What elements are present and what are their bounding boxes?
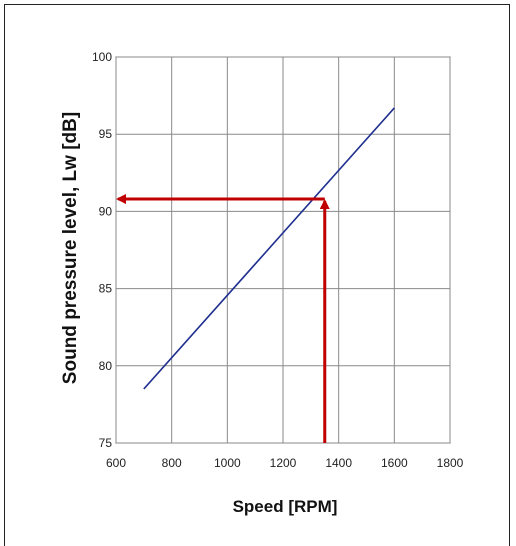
figure-frame [4, 4, 510, 546]
y-axis-label: Sound pressure level, Lw [dB] [60, 112, 81, 384]
tick-labels: 600 800 1000 1200 1400 1600 1800 75 80 85 90 95 100 [92, 50, 464, 470]
x-tick-label: 1200 [270, 456, 297, 470]
y-tick-label: 100 [92, 50, 112, 64]
x-axis-label: Speed [RPM] [233, 497, 338, 516]
grid [115, 56, 451, 444]
x-tick-label: 1400 [325, 456, 352, 470]
y-tick-label: 75 [99, 436, 113, 450]
annotation-layer [116, 194, 330, 443]
series-line [143, 107, 395, 390]
y-tick-label: 95 [99, 127, 113, 141]
y-tick-label: 80 [99, 359, 113, 373]
x-tick-label: 800 [162, 456, 182, 470]
x-tick-label: 600 [106, 456, 126, 470]
x-tick-label: 1000 [214, 456, 241, 470]
x-tick-label: 1800 [437, 456, 464, 470]
series-layer [143, 107, 395, 390]
x-tick-label: 1600 [381, 456, 408, 470]
y-tick-label: 85 [99, 282, 113, 296]
y-tick-label: 90 [99, 204, 113, 218]
